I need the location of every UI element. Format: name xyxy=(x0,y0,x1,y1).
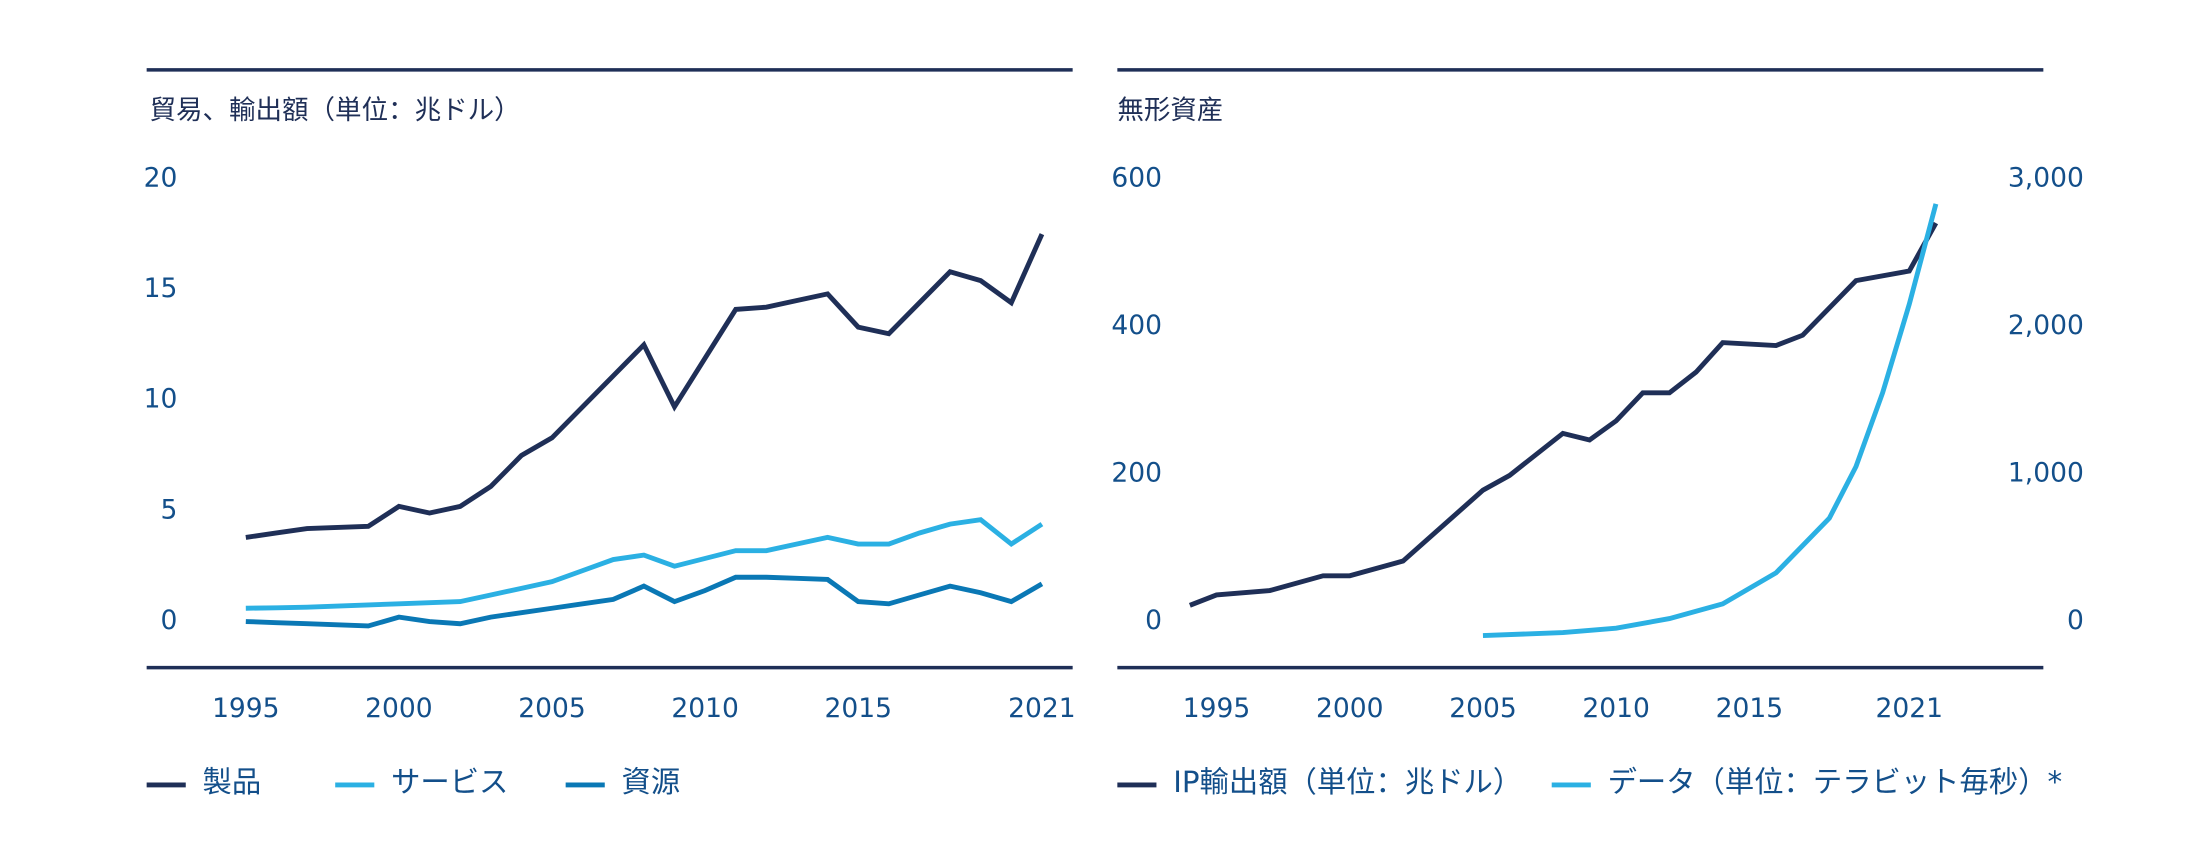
series-line xyxy=(1188,221,1939,608)
y2-tick-label: 3,000 xyxy=(2008,162,2084,193)
legend-label: データ（単位：テラビット毎秒）* xyxy=(1608,765,2063,799)
y-tick-label: 200 xyxy=(1111,457,1162,488)
y2-tick-label: 0 xyxy=(2067,605,2084,636)
legend-label: 資源 xyxy=(622,765,681,799)
chart-title: 貿易、輸出額（単位：兆ドル） xyxy=(149,95,520,126)
x-tick-label: 2005 xyxy=(1449,693,1516,724)
x-tick-label: 1995 xyxy=(1183,693,1250,724)
y2-tick-label: 2,000 xyxy=(2008,310,2084,341)
series-line xyxy=(245,517,1044,611)
x-tick-label: 2021 xyxy=(1876,693,1943,724)
chart-title: 無形資産 xyxy=(1117,95,1223,126)
series-line xyxy=(245,574,1044,629)
y-tick-label: 0 xyxy=(161,605,178,636)
y-tick-label: 10 xyxy=(144,384,178,415)
y-tick-label: 5 xyxy=(161,494,178,525)
y-tick-label: 15 xyxy=(144,273,178,304)
series-line xyxy=(1482,203,1939,638)
legend-label: 製品 xyxy=(203,765,262,799)
x-tick-label: 2015 xyxy=(824,693,891,724)
y-tick-label: 0 xyxy=(1145,605,1162,636)
x-tick-label: 2000 xyxy=(365,693,432,724)
y-tick-label: 600 xyxy=(1111,162,1162,193)
y2-tick-label: 1,000 xyxy=(2008,457,2084,488)
y-tick-label: 400 xyxy=(1111,310,1162,341)
x-tick-label: 2021 xyxy=(1008,693,1075,724)
x-tick-label: 2000 xyxy=(1316,693,1383,724)
x-tick-label: 2015 xyxy=(1716,693,1783,724)
x-tick-label: 2010 xyxy=(671,693,738,724)
x-tick-label: 1995 xyxy=(212,693,279,724)
series-line xyxy=(245,233,1045,540)
x-tick-label: 2005 xyxy=(518,693,585,724)
legend-label: サービス xyxy=(391,765,508,799)
y-tick-label: 20 xyxy=(144,162,178,193)
x-tick-label: 2010 xyxy=(1582,693,1649,724)
legend-label: IP輸出額（単位：兆ドル） xyxy=(1173,765,1522,799)
